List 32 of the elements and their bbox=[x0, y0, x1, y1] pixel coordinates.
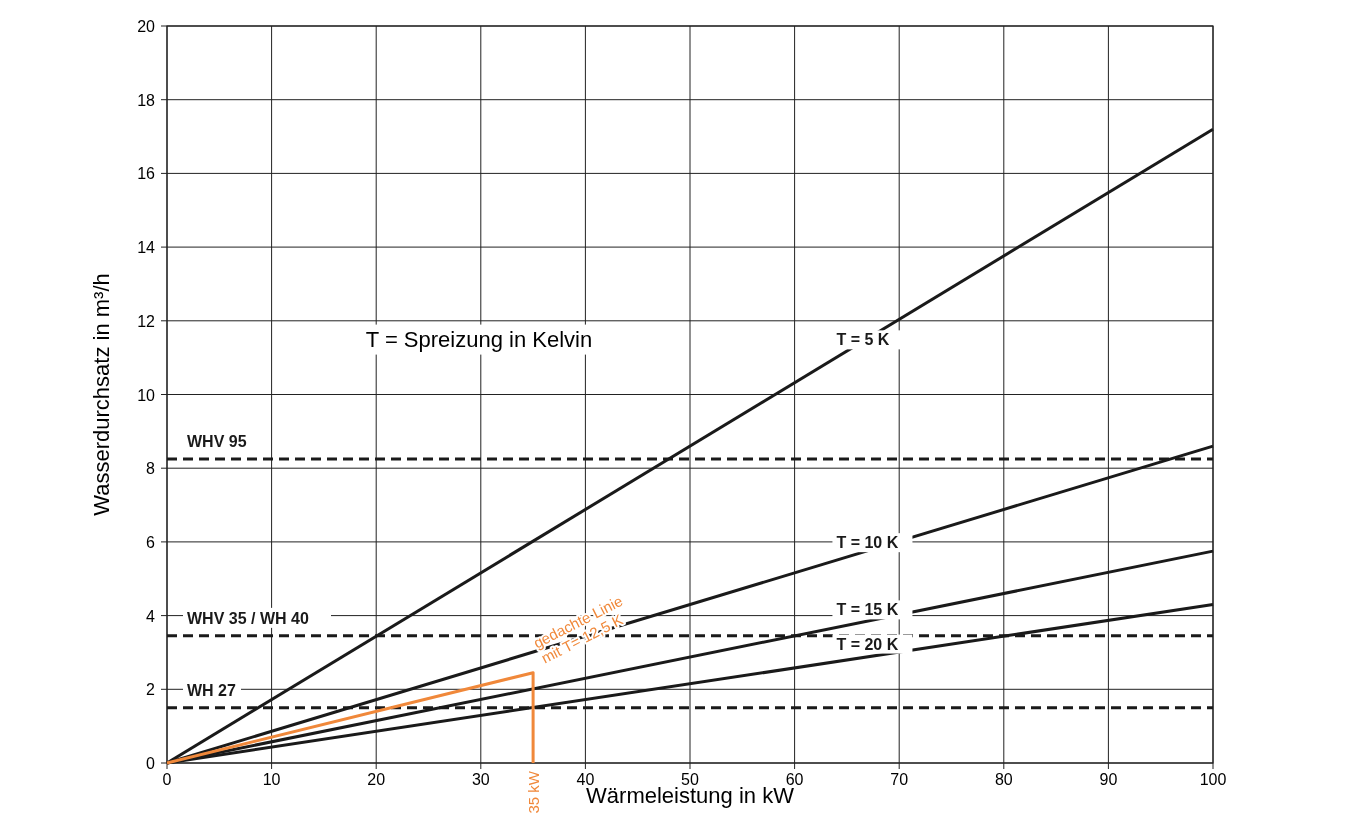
x-tick-label: 70 bbox=[890, 771, 909, 788]
series-label: T = 15 K bbox=[836, 601, 899, 619]
x-tick-label: 20 bbox=[367, 771, 386, 788]
y-tick-label: 8 bbox=[146, 460, 156, 478]
x-tick-label: 100 bbox=[1199, 771, 1227, 788]
y-tick-label: 6 bbox=[146, 533, 156, 551]
x-tick-label: 60 bbox=[785, 771, 804, 788]
y-tick-label: 2 bbox=[146, 681, 156, 699]
series-label: T = 5 K bbox=[836, 331, 890, 349]
x-tick-label: 90 bbox=[1099, 771, 1118, 788]
x-tick-label: 50 bbox=[681, 771, 699, 788]
y-axis-title: Wasserdurchsatz in m³/h bbox=[89, 273, 114, 516]
x-tick-label: 80 bbox=[994, 771, 1013, 788]
annotation: 35 kW bbox=[525, 770, 543, 814]
y-tick-label: 14 bbox=[137, 239, 156, 257]
y-tick-label: 0 bbox=[146, 755, 156, 772]
x-tick-label: 0 bbox=[162, 771, 172, 788]
x-tick-label: 40 bbox=[576, 771, 595, 788]
x-tick-label: 10 bbox=[262, 771, 281, 788]
y-tick-label: 10 bbox=[137, 386, 156, 404]
y-tick-label: 18 bbox=[137, 91, 156, 109]
y-tick-label: 16 bbox=[137, 165, 156, 183]
x-tick-label: 30 bbox=[471, 771, 490, 788]
annotation: T = Spreizung in Kelvin bbox=[365, 326, 593, 352]
ref-line-label: WHV 95 bbox=[187, 432, 247, 450]
y-tick-label: 12 bbox=[137, 312, 156, 330]
ref-line-label: WH 27 bbox=[187, 681, 236, 699]
series-label: T = 20 K bbox=[836, 635, 899, 653]
ref-line-label: WHV 35 / WH 40 bbox=[187, 609, 309, 627]
y-tick-label: 20 bbox=[137, 18, 156, 35]
y-tick-label: 4 bbox=[146, 607, 156, 625]
series-label: T = 10 K bbox=[836, 534, 899, 552]
